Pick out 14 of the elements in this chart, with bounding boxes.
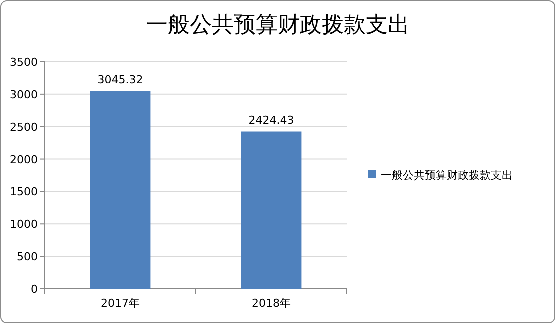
chart-title: 一般公共预算财政拨款支出 bbox=[146, 13, 410, 38]
x-tick-label: 2018年 bbox=[252, 297, 291, 310]
data-label: 3045.32 bbox=[98, 73, 144, 86]
y-tick-label: 0 bbox=[31, 283, 38, 296]
y-tick-label: 3500 bbox=[10, 56, 38, 69]
x-tick-label: 2017年 bbox=[101, 297, 140, 310]
y-tick-label: 2500 bbox=[10, 120, 38, 134]
data-label: 2424.43 bbox=[248, 114, 294, 127]
y-tick-label: 2000 bbox=[10, 153, 38, 166]
y-tick-label: 3000 bbox=[10, 88, 38, 102]
legend-label: 一般公共预算财政拨款支出 bbox=[381, 169, 513, 182]
y-tick-label: 1500 bbox=[10, 186, 38, 199]
y-tick-label: 500 bbox=[17, 250, 38, 264]
y-tick-label: 1000 bbox=[10, 218, 38, 232]
